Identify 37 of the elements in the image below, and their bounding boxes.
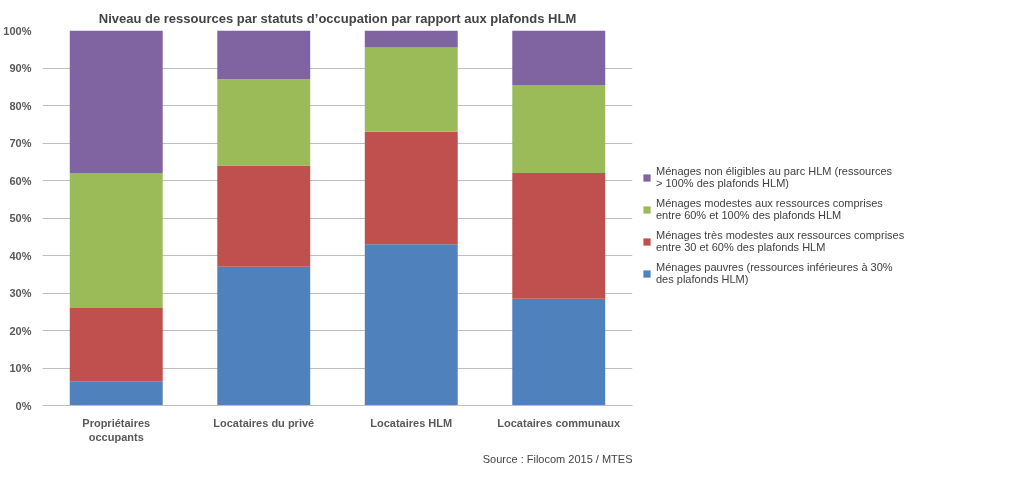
bar: [217, 266, 311, 406]
bar: [512, 30, 606, 85]
y-tick-label: 70%: [9, 137, 32, 149]
x-tick-label: Locataires HLM: [370, 416, 453, 429]
source-note: Source : Filocom 2015 / MTES: [482, 452, 633, 465]
legend-label: Ménages modestes aux ressources comprises entre 60% et 100% des plafonds HLM: [656, 197, 883, 221]
x-tick-label: Locataires communaux: [497, 416, 622, 429]
bar: [217, 79, 311, 166]
bar: [364, 244, 458, 406]
chart-title: Niveau de ressources par statuts d’occupation par rapport aux plafonds HLM: [98, 10, 577, 26]
y-tick-label: 90%: [9, 62, 32, 74]
y-tick-label: 80%: [9, 99, 32, 112]
y-tick-label: 20%: [9, 324, 32, 337]
bar: [69, 308, 163, 382]
bar: [217, 30, 311, 80]
bar: [512, 298, 606, 406]
y-tick-label: 100%: [3, 24, 32, 37]
bar: [512, 84, 606, 173]
bar: [69, 381, 163, 406]
bar: [364, 30, 458, 48]
x-tick-label: Propriétaires occupants: [82, 416, 151, 443]
y-tick-label: 40%: [9, 249, 32, 262]
bar: [69, 30, 163, 173]
y-tick-label: 50%: [9, 212, 32, 224]
bar: [512, 173, 606, 299]
y-tick-label: 60%: [9, 174, 32, 187]
bar: [364, 47, 458, 132]
bar: [69, 173, 163, 308]
bar: [217, 165, 311, 267]
y-tick-label: 30%: [9, 287, 32, 299]
x-tick-label: Locataires du privé: [213, 416, 315, 429]
y-tick-label: 10%: [9, 362, 32, 374]
bar: [364, 131, 458, 245]
legend-label: Ménages non éligibles au parc HLM (ressources > 100% des plafonds HLM): [656, 165, 893, 189]
legend-label: Ménages très modestes aux ressources comprises entre 30 et 60% des plafonds HLM: [656, 229, 905, 253]
legend-label: Ménages pauvres (ressources inférieures à 30% des plafonds HLM): [656, 261, 893, 285]
y-tick-label: 0%: [15, 399, 32, 412]
